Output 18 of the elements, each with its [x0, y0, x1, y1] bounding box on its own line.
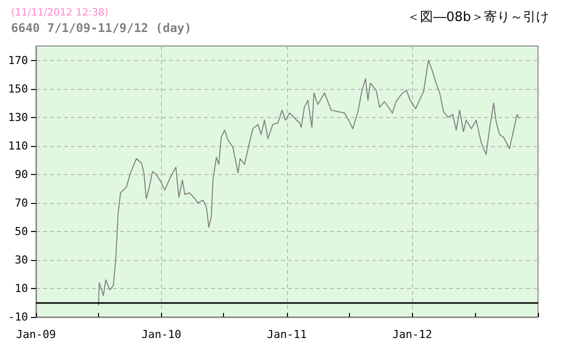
- y-tick-label: 50: [14, 224, 28, 238]
- y-tick-label: 90: [14, 168, 28, 181]
- y-tick-label: 30: [14, 253, 28, 266]
- y-tick-label: 130: [8, 110, 28, 124]
- y-tick-label: 10: [14, 282, 28, 295]
- y-tick-label: 170: [8, 54, 28, 67]
- y-tick-label: 70: [14, 196, 28, 210]
- line-series: [98, 60, 520, 306]
- y-tick-label: -10: [8, 310, 28, 324]
- x-tick-label: Jan-10: [142, 328, 182, 341]
- chart-title: 6640 7/1/09-11/9/12 (day): [11, 21, 192, 35]
- text: ＜図―08b＞寄り～引け: [407, 9, 550, 25]
- chart-subtitle: (11/11/2012 12:38): [11, 8, 109, 18]
- y-tick-label: 150: [8, 82, 28, 96]
- x-tick-label: Jan-12: [392, 328, 432, 341]
- y-tick-label: 110: [8, 139, 28, 152]
- x-tick-label: Jan-09: [16, 328, 56, 341]
- x-tick-label: Jan-11: [266, 328, 307, 341]
